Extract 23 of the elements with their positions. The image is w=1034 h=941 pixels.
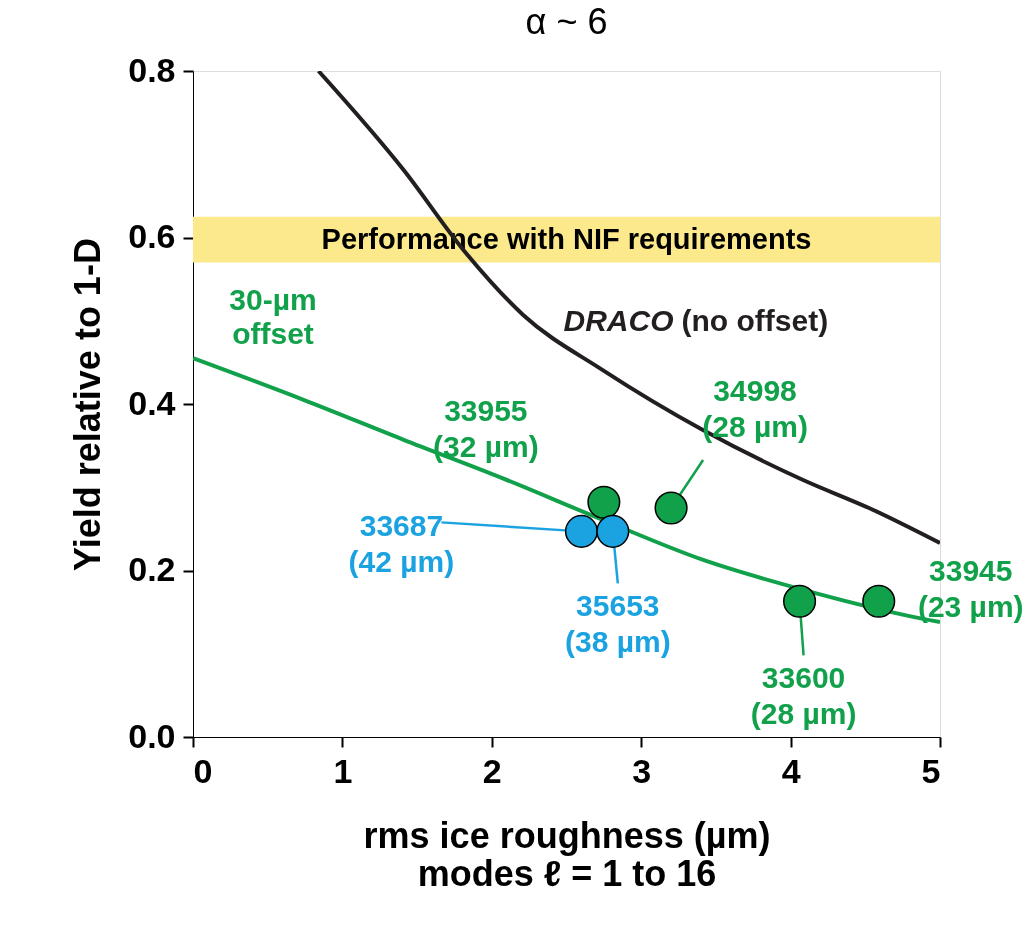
y-tick-label: 0.8: [128, 50, 176, 89]
chart-title: α ~ 6: [525, 1, 608, 42]
x-tick-label: 3: [632, 751, 652, 790]
x-tick-label: 4: [781, 751, 801, 790]
x-tick-label: 2: [482, 751, 502, 790]
y-tick-label: 0.2: [128, 550, 176, 588]
y-axis-title: Yield relative to 1-D: [67, 238, 109, 571]
annotation: 33687 (42 µm): [348, 509, 455, 579]
annotation: 33600 (28 µm): [750, 661, 857, 731]
x-tick-label: 0: [193, 751, 213, 790]
series-label: DRACO (no offset): [563, 304, 829, 337]
x-axis-title: rms ice roughness (µm) modes ℓ = 1 to 16: [363, 814, 771, 894]
y-tick-label: 0.4: [128, 383, 176, 422]
annotation: 33955 (32 µm): [433, 394, 539, 464]
line-series: [316, 71, 940, 546]
x-tick-label: 5: [921, 751, 941, 790]
y-tick-label: 0.0: [128, 716, 176, 755]
series-label: 30-µm offset: [229, 283, 317, 351]
annotation: 34998 (28 µm): [702, 374, 808, 444]
annotation: 33945 (23 µm): [917, 554, 1024, 624]
annotation: 35653 (38 µm): [564, 589, 671, 659]
x-tick-label: 1: [333, 751, 353, 790]
y-tick-label: 0.6: [128, 217, 176, 255]
